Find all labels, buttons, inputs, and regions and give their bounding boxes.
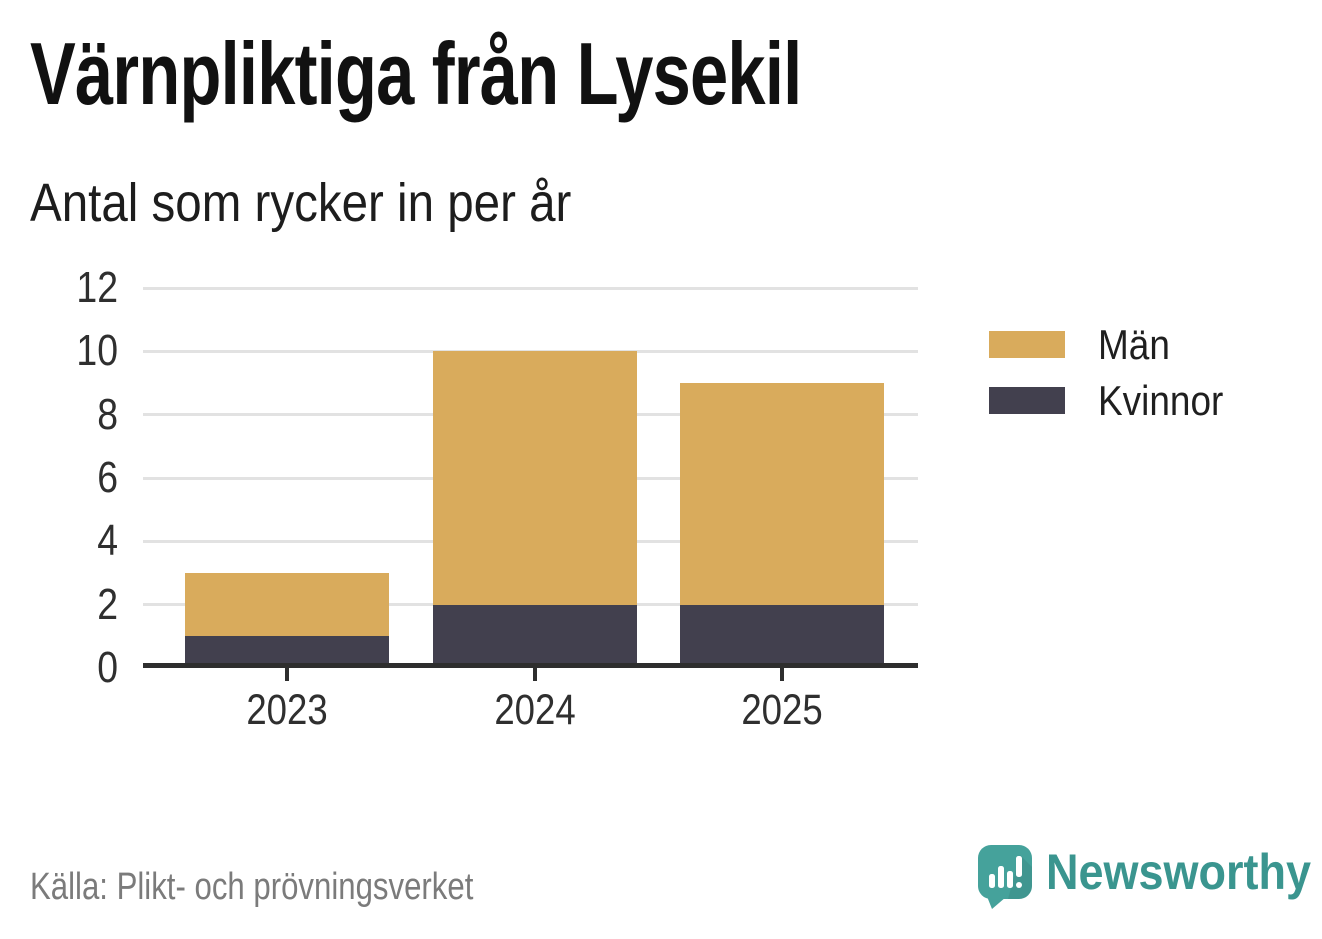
- y-axis-label: 2: [97, 579, 118, 629]
- bar-segment-kvinnor-2025: [680, 604, 884, 668]
- x-axis-label: 2024: [493, 686, 576, 734]
- legend-swatch: [989, 387, 1065, 414]
- gridline: [143, 286, 918, 290]
- legend-item-män: Män: [989, 323, 1240, 365]
- bar-segment-män-2023: [185, 573, 389, 637]
- mini-bar-3: [1007, 871, 1013, 888]
- mini-bar-1: [989, 874, 995, 888]
- chart-title: Värnpliktiga från Lysekil: [30, 24, 802, 123]
- bar-segment-män-2025: [680, 383, 884, 605]
- legend: Män Kvinnor: [989, 323, 1240, 443]
- legend-label: Män: [1098, 320, 1170, 368]
- exclamation-dot: [1016, 882, 1022, 888]
- x-axis-tick: [532, 668, 537, 681]
- bar-segment-kvinnor-2023: [185, 636, 389, 668]
- chart-subtitle: Antal som rycker in per år: [30, 173, 572, 233]
- y-axis-label: 10: [76, 326, 118, 376]
- mini-bar-2: [998, 866, 1004, 888]
- newsworthy-logo-text: Newsworthy: [1046, 844, 1312, 900]
- icon-shadow: [1008, 855, 1032, 899]
- legend-swatch: [989, 331, 1065, 358]
- x-axis-label: 2025: [741, 686, 823, 734]
- x-axis-tick: [285, 668, 289, 681]
- bar-segment-kvinnor-2024: [432, 604, 637, 668]
- y-axis-label: 6: [97, 453, 118, 502]
- x-axis-line: [143, 663, 918, 668]
- y-axis-label: 12: [76, 263, 118, 312]
- newsworthy-icon: [978, 845, 1032, 909]
- y-axis-label: 4: [97, 516, 118, 566]
- legend-item-kvinnor: Kvinnor: [989, 379, 1240, 421]
- legend-label: Kvinnor: [1098, 376, 1224, 424]
- exclamation-bar: [1016, 856, 1022, 877]
- bar-segment-män-2024: [432, 351, 637, 605]
- y-axis-label: 8: [97, 389, 118, 439]
- source-note: Källa: Plikt- och prövningsverket: [30, 866, 474, 908]
- x-axis-tick: [780, 668, 784, 681]
- y-axis-label: 0: [97, 643, 118, 692]
- x-axis-label: 2023: [246, 686, 328, 734]
